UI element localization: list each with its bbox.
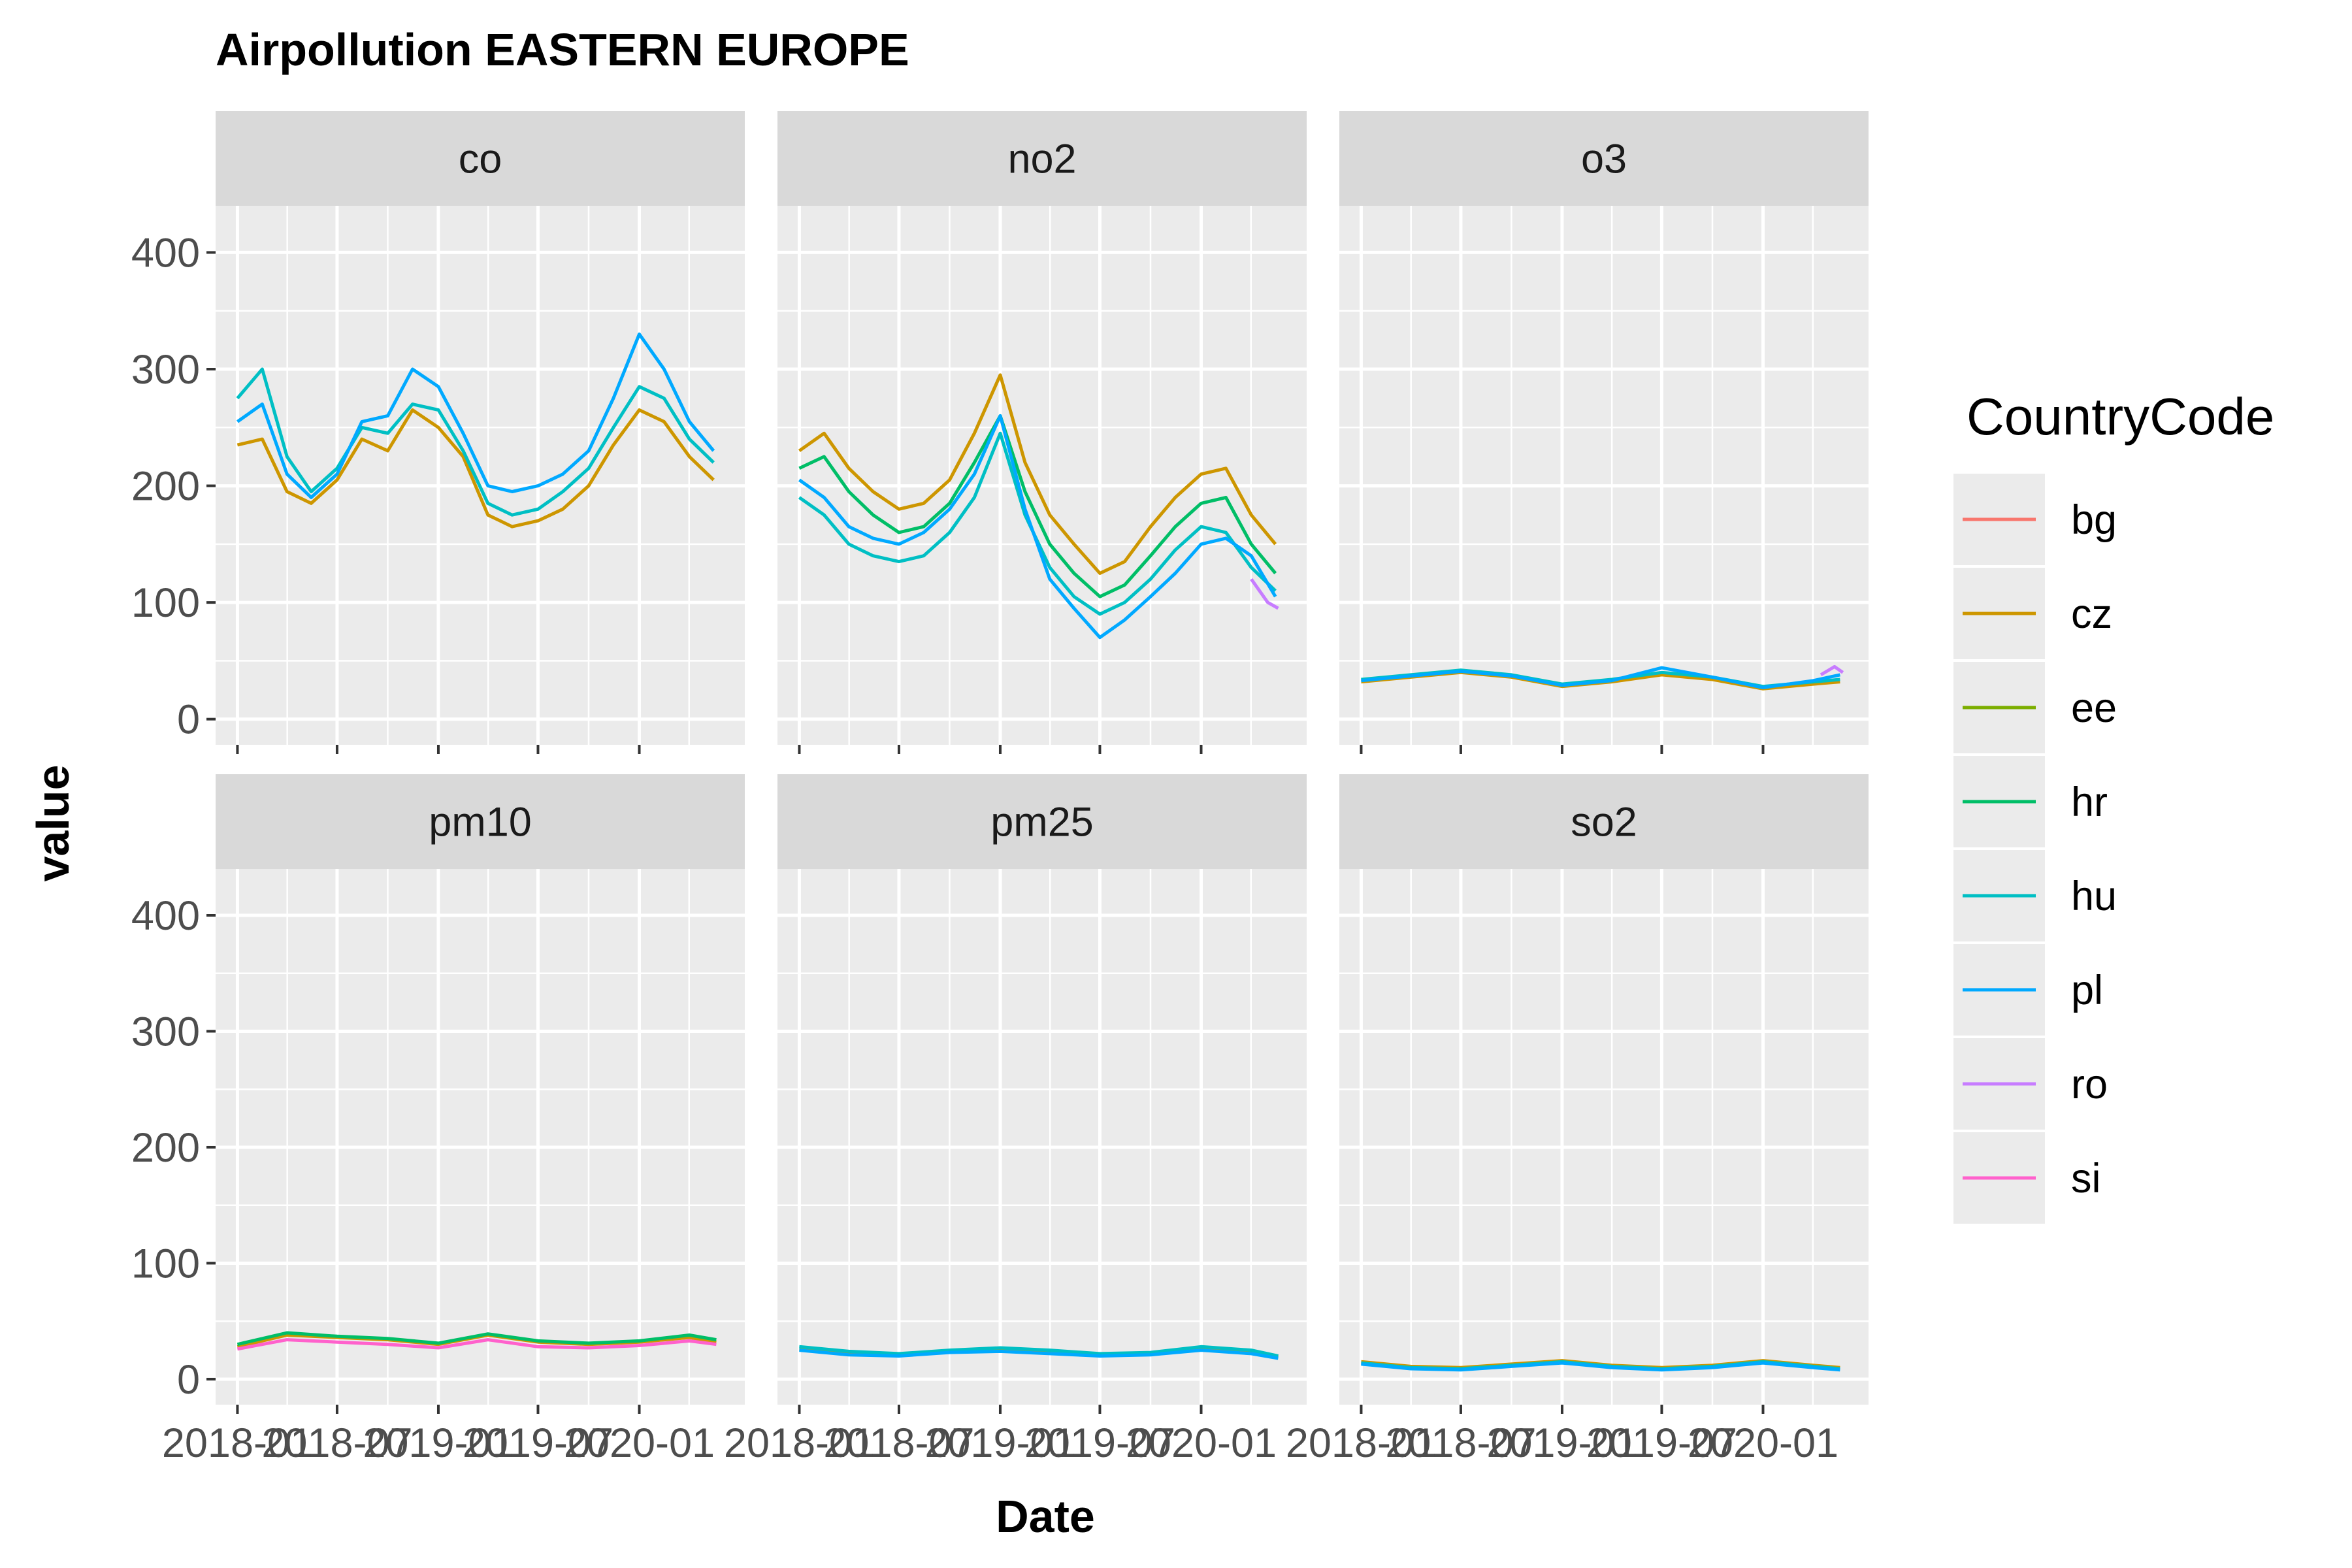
legend-label: hu bbox=[2071, 874, 2117, 919]
x-tick-label: 2020-01 bbox=[564, 1420, 715, 1466]
x-tick-label: 2018-07 bbox=[1385, 1420, 1536, 1466]
legend-label: pl bbox=[2071, 968, 2103, 1013]
series-line-ro bbox=[1820, 664, 1844, 677]
legend-entry-hu: hu bbox=[1953, 850, 2117, 941]
series-line-pl bbox=[1361, 666, 1840, 689]
y-tick-label: 200 bbox=[131, 464, 200, 510]
chart-title: Airpollution EASTERN EUROPE bbox=[216, 24, 909, 75]
y-tick-label: 400 bbox=[131, 893, 200, 939]
x-tick-label: 2019-07 bbox=[1586, 1420, 1737, 1466]
series-line-hr bbox=[237, 1331, 717, 1347]
facet-strip-label: so2 bbox=[1571, 800, 1637, 845]
panel-background bbox=[1339, 869, 1869, 1405]
x-tick-label: 2018-07 bbox=[261, 1420, 412, 1466]
series-line-hu bbox=[799, 1345, 1279, 1358]
y-tick-label: 200 bbox=[131, 1125, 200, 1171]
x-tick-label: 2019-01 bbox=[363, 1420, 514, 1466]
facet-strip-label: pm25 bbox=[990, 800, 1094, 845]
legend-entry-cz: cz bbox=[1953, 568, 2112, 659]
facet-strip-label: pm10 bbox=[429, 800, 532, 845]
y-tick-label: 0 bbox=[177, 1357, 200, 1403]
series-line-cz bbox=[237, 408, 715, 529]
facet-strip bbox=[1339, 111, 1869, 206]
facet-strip-label: no2 bbox=[1007, 137, 1076, 182]
x-tick-label: 2020-01 bbox=[1688, 1420, 1838, 1466]
x-tick-label: 2018-01 bbox=[724, 1420, 875, 1466]
series-line-pl bbox=[1361, 1361, 1840, 1372]
legend-label: bg bbox=[2071, 497, 2117, 543]
x-tick-label: 2019-07 bbox=[463, 1420, 613, 1466]
series-line-pl bbox=[236, 332, 715, 499]
x-tick-label: 2018-07 bbox=[823, 1420, 974, 1466]
facet-strip bbox=[216, 774, 745, 869]
facet-strip-label: co bbox=[459, 137, 502, 182]
x-tick-label: 2020-01 bbox=[1126, 1420, 1277, 1466]
series-line-hu bbox=[236, 367, 715, 517]
x-tick-label: 2019-07 bbox=[1024, 1420, 1175, 1466]
facet-no2: no2 bbox=[777, 111, 1307, 754]
x-tick-label: 2019-01 bbox=[924, 1420, 1075, 1466]
facet-panels: co 0 100 200 300 400 no2 o3 pm10 0 100 200 300 400 201… bbox=[131, 111, 1869, 1466]
y-tick-label: 300 bbox=[131, 1009, 200, 1054]
y-axis-title: value bbox=[27, 765, 78, 882]
legend-entry-si: si bbox=[1953, 1132, 2101, 1224]
panel-background bbox=[216, 869, 745, 1405]
legend-label: ro bbox=[2071, 1062, 2108, 1107]
y-tick-label: 100 bbox=[131, 580, 200, 626]
x-tick-label: 2018-01 bbox=[162, 1420, 313, 1466]
facet-strip bbox=[777, 774, 1307, 869]
y-tick-label: 100 bbox=[131, 1241, 200, 1286]
y-tick-label: 0 bbox=[177, 697, 200, 743]
panel-background bbox=[777, 869, 1307, 1405]
x-tick-label: 2019-01 bbox=[1486, 1420, 1637, 1466]
facet-strip bbox=[1339, 774, 1869, 869]
series-line-cz bbox=[798, 373, 1277, 575]
panel-background bbox=[1339, 206, 1869, 745]
legend-label: ee bbox=[2071, 685, 2117, 731]
panel-background bbox=[777, 206, 1307, 745]
x-tick-label: 2018-01 bbox=[1286, 1420, 1437, 1466]
legend-label: si bbox=[2071, 1156, 2101, 1201]
legend-label: hr bbox=[2071, 779, 2108, 825]
legend-entry-pl: pl bbox=[1953, 944, 2103, 1036]
y-tick-label: 400 bbox=[131, 230, 200, 276]
facet-strip bbox=[777, 111, 1307, 206]
panel-background bbox=[216, 206, 745, 745]
x-axis-title: Date bbox=[996, 1491, 1095, 1542]
facet-strip bbox=[216, 111, 745, 206]
legend-title: CountryCode bbox=[1967, 387, 2274, 446]
legend-entry-bg: bg bbox=[1953, 474, 2117, 565]
legend-entry-hr: hr bbox=[1953, 756, 2108, 847]
legend-entry-ee: ee bbox=[1953, 662, 2117, 753]
facet-pm10: pm1001002003004002018-012018-072019-0120… bbox=[131, 774, 745, 1466]
series-line-pl bbox=[799, 1348, 1279, 1360]
facet-o3: o3 bbox=[1339, 111, 1869, 754]
facet-co: co 0 100 200 300 400 bbox=[131, 111, 745, 754]
legend: CountryCode bg cz ee hr hu pl ro si bbox=[1953, 387, 2274, 1224]
y-tick-label: 300 bbox=[131, 347, 200, 393]
facet-strip-label: o3 bbox=[1581, 137, 1627, 182]
series-line-si bbox=[237, 1338, 717, 1351]
series-line-ro bbox=[1250, 578, 1279, 610]
series-line-pl bbox=[798, 414, 1277, 640]
legend-entry-ro: ro bbox=[1953, 1038, 2108, 1130]
series-line-hr bbox=[798, 414, 1277, 598]
legend-label: cz bbox=[2071, 591, 2112, 637]
